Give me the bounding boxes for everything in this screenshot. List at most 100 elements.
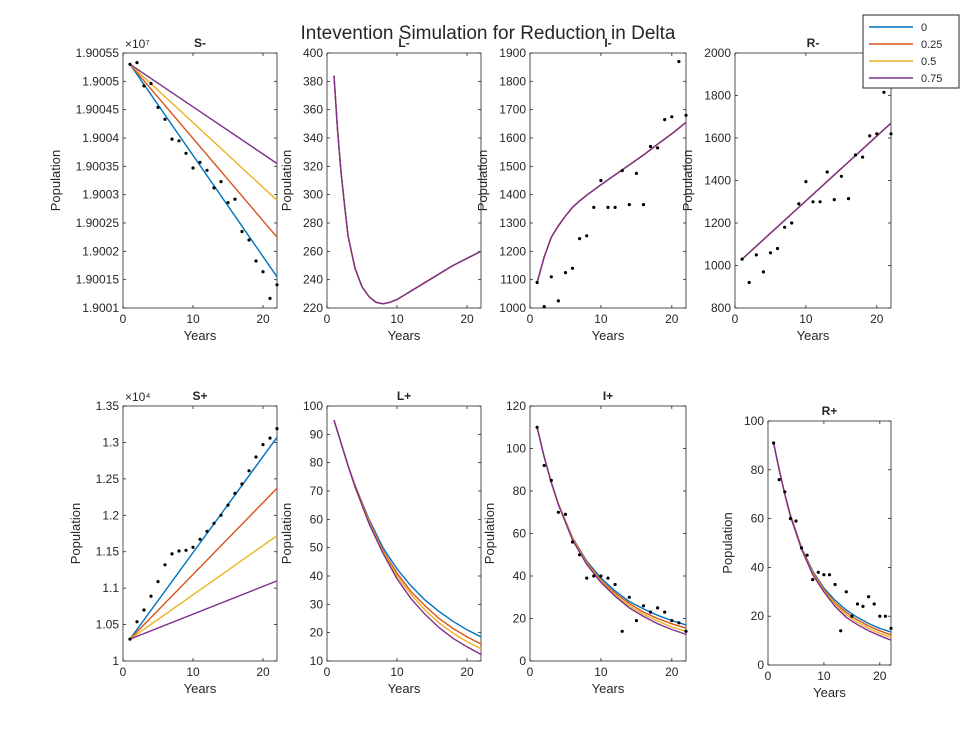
data-point xyxy=(247,238,251,242)
data-point xyxy=(198,537,202,541)
y-tick-label: 80 xyxy=(513,484,527,498)
subplot-4: 1 1.05 1.1 1.15 1.2 1.25 1.3 1.35 0 10 20 ×10⁴ S+ Yea… xyxy=(68,389,279,696)
data-point xyxy=(670,619,674,623)
data-point xyxy=(226,503,230,507)
data-point xyxy=(592,205,596,209)
y-tick-label: 260 xyxy=(303,244,323,258)
x-axis-label: Years xyxy=(813,685,846,700)
data-point xyxy=(613,205,617,209)
data-point xyxy=(599,178,603,183)
series-line-0.75 xyxy=(129,580,278,640)
y-tick-label: 1.9002 xyxy=(82,244,119,258)
data-point xyxy=(818,200,822,204)
y-tick-label: 400 xyxy=(303,46,323,60)
y-tick-label: 1400 xyxy=(704,174,731,188)
legend-label-2: 0.5 xyxy=(921,56,936,68)
legend: 0 0.25 0.5 0.75 xyxy=(862,14,960,89)
subplot-title: R+ xyxy=(822,404,838,418)
data-point xyxy=(799,546,804,550)
data-point xyxy=(219,513,223,517)
y-tick-label: 100 xyxy=(506,442,526,456)
y-tick-label: 1.25 xyxy=(96,472,120,486)
subplot-title: L+ xyxy=(397,389,411,403)
legend-label-0: 0 xyxy=(921,22,927,34)
data-point xyxy=(641,203,646,207)
y-tick-label: 60 xyxy=(751,512,765,526)
data-point xyxy=(149,594,153,598)
y-tick-label: 1.05 xyxy=(96,618,120,632)
data-point xyxy=(883,614,888,618)
y-tick-label: 70 xyxy=(310,484,324,498)
data-point xyxy=(872,602,876,606)
series-line-0.75 xyxy=(333,419,482,656)
data-point xyxy=(191,545,195,549)
y-tick-label: 1200 xyxy=(499,244,526,258)
y-tick-label: 1.90025 xyxy=(76,216,120,230)
legend-entry-0: 0 xyxy=(869,22,927,34)
x-axis-label: Years xyxy=(184,681,217,696)
legend-label-1: 0.25 xyxy=(921,39,942,51)
data-point xyxy=(768,251,773,255)
y-tick-label: 800 xyxy=(711,301,731,315)
series-line-0 xyxy=(129,436,278,640)
data-point xyxy=(549,275,553,279)
series-line-0.75 xyxy=(536,121,687,283)
data-point xyxy=(783,490,787,494)
data-point xyxy=(563,512,568,517)
data-point xyxy=(825,170,829,174)
legend-entry-3: 0.75 xyxy=(869,73,942,85)
data-point xyxy=(128,637,132,641)
x-tick-label: 0 xyxy=(120,665,127,679)
data-point xyxy=(878,614,882,618)
subplot-title: L- xyxy=(398,36,409,50)
x-tick-label: 20 xyxy=(460,665,474,679)
y-tick-label: 1.90055 xyxy=(76,46,120,60)
data-point xyxy=(677,59,681,64)
data-point xyxy=(822,573,826,577)
y-tick-label: 30 xyxy=(310,597,324,611)
data-point xyxy=(777,478,781,482)
data-point xyxy=(783,225,787,229)
data-point xyxy=(212,186,216,190)
y-tick-label: 1500 xyxy=(499,159,526,173)
data-point xyxy=(684,629,688,633)
data-point xyxy=(850,614,854,618)
x-tick-label: 10 xyxy=(594,665,608,679)
y-tick-label: 1800 xyxy=(704,89,731,103)
y-tick-label: 120 xyxy=(506,399,526,413)
y-tick-label: 1300 xyxy=(499,216,526,230)
y-tick-label: 1.2 xyxy=(102,508,119,522)
y-axis-label: Population xyxy=(482,503,497,564)
subplot-3: 800 1000 1200 1400 1600 1800 2000 0 10 20 R- Years P… xyxy=(680,36,893,343)
x-tick-label: 0 xyxy=(324,665,331,679)
data-point xyxy=(844,590,848,594)
data-point xyxy=(212,521,216,525)
data-point xyxy=(648,144,653,149)
x-tick-label: 20 xyxy=(873,669,887,683)
series-line-0 xyxy=(129,63,278,278)
data-point xyxy=(641,604,646,608)
x-axis-label: Years xyxy=(388,681,421,696)
data-point xyxy=(177,549,181,553)
y-tick-label: 1.90045 xyxy=(76,103,120,117)
legend-entry-2: 0.5 xyxy=(869,56,936,68)
data-point xyxy=(747,280,751,285)
data-point xyxy=(275,283,279,287)
x-tick-label: 20 xyxy=(665,665,679,679)
y-tick-label: 90 xyxy=(310,427,324,441)
data-point xyxy=(882,90,886,94)
data-point xyxy=(184,548,188,552)
data-point xyxy=(240,229,244,234)
data-point xyxy=(648,610,653,614)
data-point xyxy=(606,576,610,580)
data-point xyxy=(163,117,167,121)
legend-label-3: 0.75 xyxy=(921,73,942,85)
y-tick-label: 1.90035 xyxy=(76,159,120,173)
x-axis-label: Years xyxy=(797,328,830,343)
y-tick-label: 80 xyxy=(751,463,765,477)
y-axis-label: Population xyxy=(475,150,490,211)
data-point xyxy=(226,201,230,205)
series-line-0.5 xyxy=(129,535,278,640)
data-point xyxy=(670,115,674,119)
